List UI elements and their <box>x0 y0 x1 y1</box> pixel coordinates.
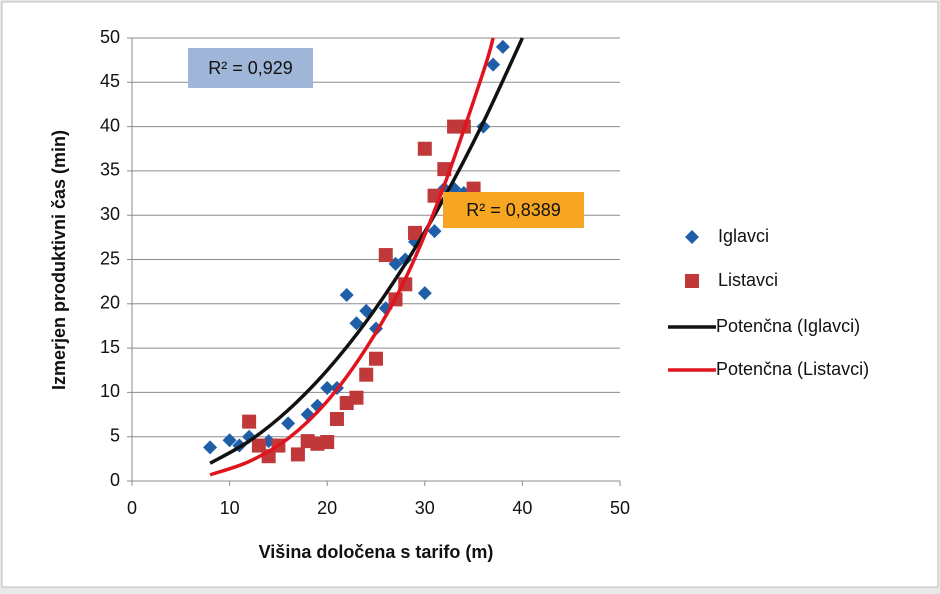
x-tick-label: 50 <box>610 498 630 518</box>
y-tick-label: 25 <box>100 248 120 268</box>
y-tick-label: 5 <box>110 425 120 445</box>
annotation: R² = 0,929 <box>208 58 293 78</box>
x-tick-label: 30 <box>415 498 435 518</box>
point <box>417 286 432 301</box>
legend-label: Potenčna (Iglavci) <box>716 316 860 336</box>
point <box>320 380 335 395</box>
y-tick-label: 50 <box>100 27 120 47</box>
x-tick-label: 10 <box>220 498 240 518</box>
point <box>427 224 442 239</box>
legend-label: Listavci <box>718 270 778 290</box>
point <box>320 435 335 450</box>
annotation-box <box>443 192 584 228</box>
point <box>242 414 257 429</box>
point <box>251 438 266 453</box>
legend-marker <box>685 230 699 244</box>
point <box>349 390 364 405</box>
y-tick-label: 30 <box>100 204 120 224</box>
point <box>378 248 393 263</box>
y-tick-label: 40 <box>100 115 120 135</box>
annotation-box <box>188 48 313 88</box>
point <box>349 316 364 331</box>
trendline <box>209 37 495 477</box>
point <box>339 287 354 302</box>
point <box>476 119 491 134</box>
y-tick-label: 15 <box>100 337 120 357</box>
point <box>495 39 510 54</box>
point <box>290 447 305 462</box>
y-tick-label: 35 <box>100 160 120 180</box>
y-tick-label: 20 <box>100 293 120 313</box>
x-axis-label: Višina določena s tarifo (m) <box>259 542 494 562</box>
point <box>222 433 237 448</box>
y-axis-label: Izmerjen produktivni čas (min) <box>49 130 69 390</box>
point <box>329 411 344 426</box>
annotation: R² = 0,8389 <box>466 200 561 220</box>
point <box>417 141 432 156</box>
trendline <box>209 37 524 465</box>
legend-label: Iglavci <box>718 226 769 246</box>
point <box>203 440 218 455</box>
y-tick-label: 10 <box>100 381 120 401</box>
point <box>281 416 296 431</box>
point <box>408 225 423 240</box>
y-tick-label: 0 <box>110 470 120 490</box>
y-tick-label: 45 <box>100 71 120 91</box>
legend-label: Potenčna (Listavci) <box>716 359 869 379</box>
legend-marker <box>685 274 699 288</box>
x-tick-label: 40 <box>512 498 532 518</box>
x-tick-label: 20 <box>317 498 337 518</box>
point <box>359 367 374 382</box>
point <box>369 351 383 366</box>
point <box>486 57 501 72</box>
x-tick-label: 0 <box>127 498 137 518</box>
